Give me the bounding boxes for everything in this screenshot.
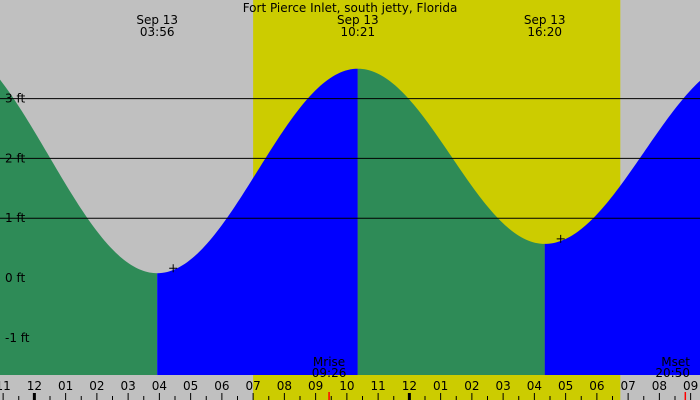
hour-tick-label: 03 [120, 379, 135, 393]
hour-tick-label: 06 [589, 379, 604, 393]
low-tide-marker [169, 264, 178, 273]
extreme-time-label: 16:20 [527, 25, 562, 39]
hour-tick-label: 04 [527, 379, 542, 393]
chart-title: Fort Pierce Inlet, south jetty, Florida [243, 1, 458, 15]
hour-tick-label: 02 [464, 379, 479, 393]
y-tick-label: 3 ft [5, 92, 25, 106]
falling-tide-area [0, 79, 158, 375]
extreme-date-label: Sep 13 [337, 13, 379, 27]
hour-tick-label: 12 [402, 379, 417, 393]
extreme-time-label: 03:56 [140, 25, 175, 39]
low-tide-marker [556, 234, 565, 243]
hour-tick-label: 04 [152, 379, 167, 393]
hour-tick-label: 11 [0, 379, 11, 393]
hour-tick-label: 07 [245, 379, 260, 393]
extreme-date-label: Sep 13 [136, 13, 178, 27]
hour-tick-label: 09 [683, 379, 698, 393]
moon-event-label: Mrise [313, 355, 345, 369]
hour-tick-label: 08 [277, 379, 292, 393]
hour-tick-label: 05 [183, 379, 198, 393]
moon-event-time: 20:50 [655, 366, 690, 380]
gridlines: 3 ft 2 ft 1 ft 0 ft -1 ft [0, 92, 700, 345]
y-tick-label: 0 ft [5, 271, 25, 285]
hour-tick-label: 01 [433, 379, 448, 393]
hour-tick-label: 11 [370, 379, 385, 393]
moon-event-time: 09:26 [312, 366, 347, 380]
hour-tick-label: 10 [339, 379, 354, 393]
hour-tick-label: 01 [58, 379, 73, 393]
hour-tick-label: 09 [308, 379, 323, 393]
rising-tide-area [157, 68, 358, 375]
y-tick-label: -1 ft [5, 331, 30, 345]
hour-tick-label: 03 [495, 379, 510, 393]
rising-tide-area [544, 80, 700, 375]
hour-tick-label: 02 [89, 379, 104, 393]
hour-tick-label: 05 [558, 379, 573, 393]
hour-tick-label: 06 [214, 379, 229, 393]
hour-tick-label: 07 [620, 379, 635, 393]
moon-event-label: Mset [661, 355, 690, 369]
y-tick-label: 2 ft [5, 151, 25, 165]
extreme-time-label: 10:21 [341, 25, 376, 39]
hour-tick-label: 12 [27, 379, 42, 393]
y-tick-label: 1 ft [5, 211, 25, 225]
hour-tick-label: 08 [652, 379, 667, 393]
tide-areas [0, 68, 700, 375]
falling-tide-area [357, 68, 545, 375]
extreme-date-label: Sep 13 [524, 13, 566, 27]
hour-axis: 11 12 01 02 03 04 05 06 07 08 09 10 11 12 01 02 03 04 05 06… [0, 379, 698, 400]
